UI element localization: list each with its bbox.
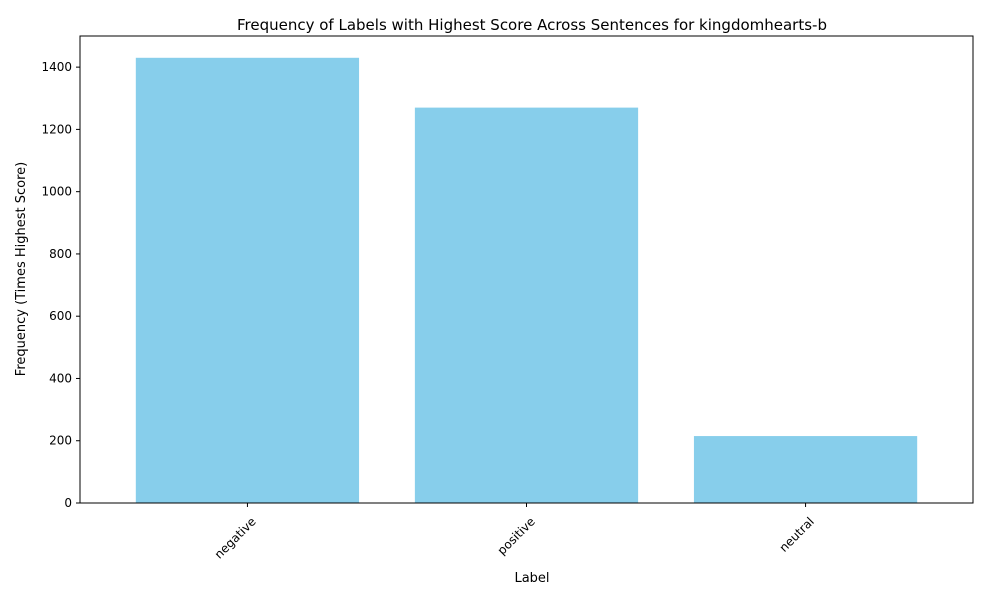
chart-title: Frequency of Labels with Highest Score A…: [237, 16, 827, 34]
x-axis: negative positive neutral: [212, 503, 817, 561]
x-axis-label: Label: [514, 571, 549, 586]
y-tick-label: 800: [49, 247, 72, 261]
y-axis: 0 200 400 600 800 1000 1200 1400: [41, 60, 80, 510]
bars-layer: [135, 57, 918, 504]
bar-negative: [135, 57, 360, 503]
x-tick-label-negative: negative: [212, 514, 259, 561]
y-tick-label: 1400: [41, 60, 72, 74]
y-tick-label: 600: [49, 309, 72, 323]
y-axis-label: Frequency (Times Highest Score): [14, 162, 29, 376]
x-tick-label-positive: positive: [495, 514, 538, 557]
plot-frame: [79, 35, 974, 504]
x-tick-label-neutral: neutral: [777, 514, 817, 554]
bar-positive: [414, 107, 639, 504]
y-tick-label: 1200: [41, 122, 72, 136]
y-tick-label: 1000: [41, 185, 72, 199]
y-tick-label: 0: [64, 496, 72, 510]
bar-neutral: [693, 436, 918, 503]
y-tick-label: 400: [49, 371, 72, 385]
y-tick-label: 200: [49, 434, 72, 448]
